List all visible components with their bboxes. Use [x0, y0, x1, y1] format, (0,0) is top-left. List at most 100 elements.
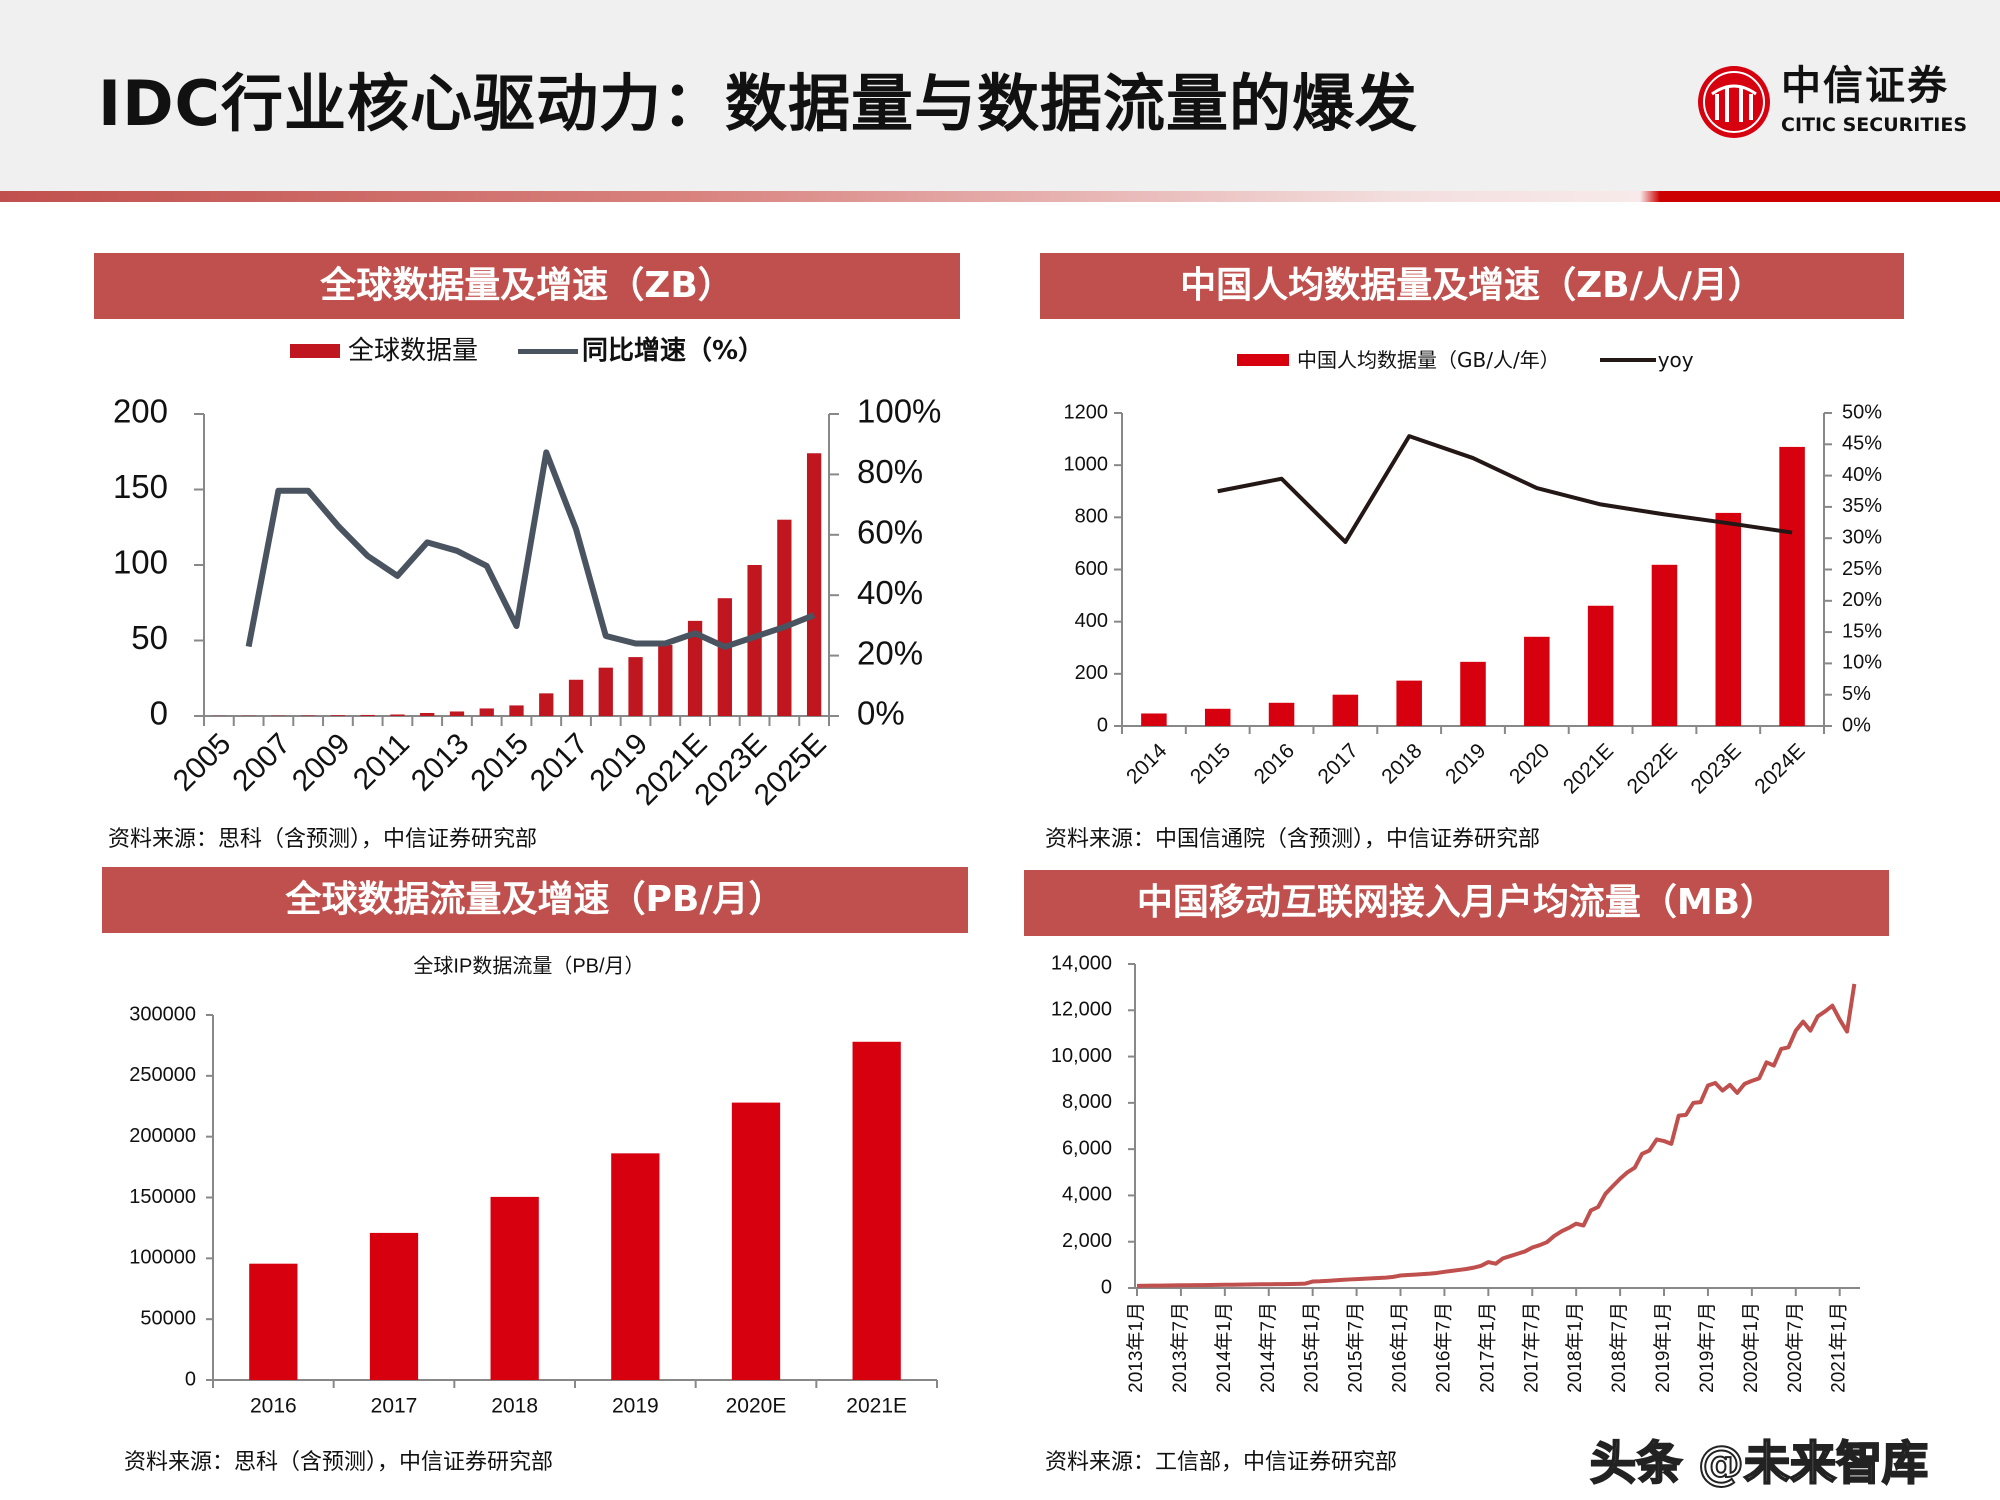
slide-header: IDC行业核心驱动力：数据量与数据流量的爆发 中信证券 CITIC SECURI… — [0, 0, 2000, 191]
y-tick-label: 14,000 — [1051, 952, 1112, 974]
y-tick-label: 2,000 — [1062, 1230, 1112, 1252]
y-tick-label: 100000 — [129, 1247, 196, 1269]
bar — [611, 1153, 660, 1380]
x-tick-label: 2021年1月 — [1828, 1302, 1850, 1393]
legend-bar-swatch — [1237, 354, 1289, 366]
y-tick-label: 0 — [1101, 1276, 1112, 1298]
chart-title: 全球IP数据流量（PB/月） — [413, 954, 644, 977]
bar — [479, 708, 494, 716]
x-tick-label: 2019年7月 — [1696, 1302, 1718, 1393]
x-tick-label: 2016 — [1250, 739, 1299, 788]
legend-label-data-volume: 全球数据量 — [348, 336, 479, 366]
y-right-tick-label: 30% — [1842, 526, 1882, 548]
bar — [731, 1102, 781, 1380]
citic-logo: 中信证券 CITIC SECURITIES — [1696, 62, 1967, 142]
y-tick-label: 6,000 — [1062, 1137, 1112, 1159]
x-tick-label: 2019 — [1441, 739, 1490, 788]
x-tick-label: 2011 — [347, 727, 416, 796]
slide-title: IDC行业核心驱动力：数据量与数据流量的爆发 — [98, 67, 1419, 140]
y-right-tick-label: 100% — [857, 393, 941, 430]
bar — [509, 705, 524, 716]
bar — [490, 1196, 539, 1380]
y-right-tick-label: 0% — [1842, 714, 1871, 736]
y-right-tick-label: 5% — [1842, 683, 1871, 705]
bar — [568, 679, 584, 716]
bar — [249, 1263, 298, 1380]
bar — [420, 712, 435, 716]
y-left-tick-label: 0 — [150, 695, 168, 732]
x-tick-label: 2013年1月 — [1125, 1302, 1147, 1393]
y-left-tick-label: 200 — [113, 393, 168, 430]
y-left-tick-label: 400 — [1075, 610, 1108, 632]
bar — [777, 519, 792, 716]
y-right-tick-label: 40% — [1842, 464, 1882, 486]
x-tick-label: 2005 — [167, 727, 238, 798]
x-tick-label: 2022E — [1623, 739, 1682, 798]
x-tick-label: 2018 — [491, 1395, 538, 1418]
y-right-tick-label: 20% — [857, 634, 923, 671]
x-tick-label: 2015年7月 — [1345, 1302, 1367, 1393]
legend-label-per-capita: 中国人均数据量（GB/人/年） — [1297, 348, 1560, 372]
x-tick-label: 2019 — [612, 1395, 659, 1418]
y-right-tick-label: 10% — [1842, 652, 1882, 674]
panel-title-mobile-traffic: 中国移动互联网接入月户均流量（MB） — [1024, 870, 1889, 936]
y-right-tick-label: 80% — [857, 453, 923, 490]
x-tick-label: 2018年1月 — [1564, 1302, 1586, 1393]
x-tick-label: 2017年7月 — [1520, 1302, 1542, 1393]
x-tick-label: 2016年1月 — [1389, 1302, 1411, 1393]
x-tick-label: 2014年1月 — [1213, 1302, 1235, 1393]
yoy-line — [1217, 434, 1793, 544]
y-left-tick-label: 50 — [131, 619, 168, 656]
bar — [717, 598, 732, 716]
bar — [628, 657, 643, 716]
watermark: 头条 @未来智库 — [1589, 1436, 1929, 1490]
bar — [1141, 713, 1167, 726]
panel-title-global-data: 全球数据量及增速（ZB） — [94, 253, 960, 319]
x-tick-label: 2016 — [250, 1395, 297, 1418]
bar — [747, 565, 762, 716]
y-right-tick-label: 0% — [857, 695, 905, 732]
logo-text-cn: 中信证券 — [1781, 62, 1949, 109]
y-right-tick-label: 40% — [857, 574, 923, 611]
y-tick-label: 250000 — [129, 1064, 196, 1086]
x-tick-label: 2016年7月 — [1432, 1302, 1454, 1393]
bar — [1396, 680, 1422, 726]
x-tick-label: 2020年7月 — [1784, 1302, 1806, 1393]
y-left-tick-label: 1200 — [1064, 401, 1109, 423]
y-tick-label: 300000 — [129, 1003, 196, 1025]
x-tick-label: 2015 — [465, 727, 536, 798]
x-tick-label: 2018年7月 — [1608, 1302, 1630, 1393]
panel-title-global-traffic: 全球数据流量及增速（PB/月） — [102, 867, 968, 933]
x-tick-label: 2020年1月 — [1740, 1302, 1762, 1393]
traffic-line — [1136, 983, 1857, 1288]
x-tick-label: 2013年7月 — [1169, 1302, 1191, 1393]
bar — [1524, 636, 1550, 726]
x-tick-label: 2018 — [1377, 739, 1426, 788]
header-divider — [0, 191, 2000, 202]
x-tick-label: 2007 — [226, 727, 297, 798]
panel-title-china-per-capita: 中国人均数据量及增速（ZB/人/月） — [1040, 253, 1904, 319]
source-note-3: 资料来源：思科（含预测），中信证券研究部 — [124, 1450, 554, 1475]
bar — [360, 714, 375, 716]
y-left-tick-label: 150 — [113, 468, 168, 505]
y-right-tick-label: 25% — [1842, 558, 1882, 580]
x-tick-label: 2017 — [1314, 739, 1363, 788]
legend-line-swatch — [1599, 358, 1656, 362]
y-right-tick-label: 20% — [1842, 589, 1882, 611]
bar — [1651, 564, 1678, 726]
x-tick-label: 2017 — [524, 727, 595, 798]
bar — [1268, 702, 1295, 726]
bar — [539, 693, 554, 716]
x-tick-label: 2021E — [1559, 739, 1618, 798]
bar — [330, 715, 346, 716]
y-tick-label: 8,000 — [1062, 1091, 1112, 1113]
y-tick-label: 10,000 — [1051, 1045, 1112, 1067]
y-left-tick-label: 600 — [1075, 558, 1108, 580]
y-right-tick-label: 45% — [1842, 433, 1882, 455]
legend-bar-swatch — [290, 344, 340, 359]
x-tick-label: 2020E — [726, 1395, 787, 1418]
x-tick-label: 2023E — [1687, 739, 1746, 798]
y-tick-label: 150000 — [129, 1186, 196, 1208]
x-tick-label: 2024E — [1750, 739, 1809, 798]
bar — [598, 667, 613, 716]
